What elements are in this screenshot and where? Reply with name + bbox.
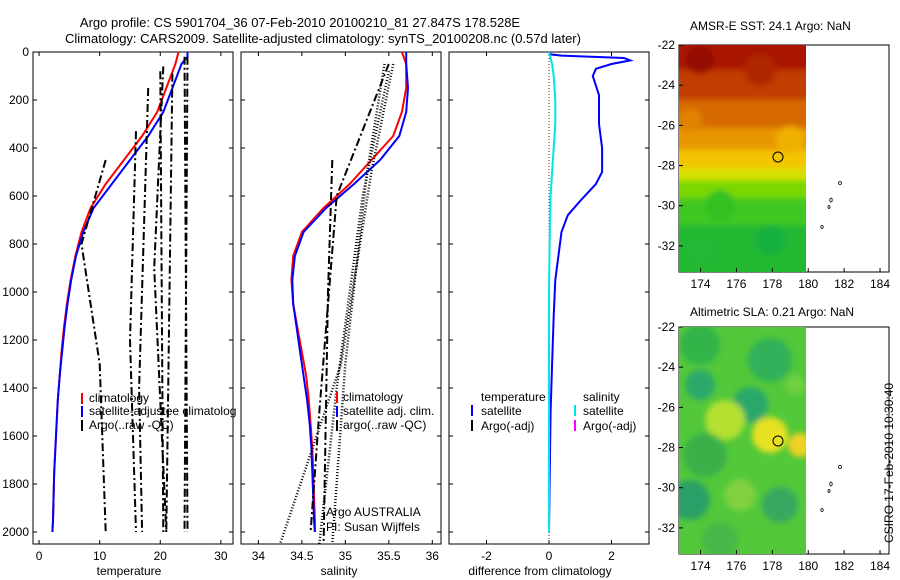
map-y-tick-label: -22	[658, 320, 676, 334]
y-tick-label: 1400	[2, 381, 29, 395]
y-tick-label: 0	[22, 45, 29, 59]
x-tick-label: 30	[214, 549, 228, 563]
y-tick-label: 200	[9, 93, 29, 107]
map-y-tick-label: -30	[658, 481, 676, 495]
legend-diff-salinity-title: salinity	[583, 390, 620, 404]
y-tick-label: 2000	[2, 525, 29, 539]
map-x-tick-label: 184	[870, 277, 890, 291]
temperature-axis-label: temperature	[97, 564, 162, 578]
difference-panel: -2 0 2	[448, 51, 650, 563]
series-line	[318, 70, 391, 545]
legend-diff-temp-satellite: satellite	[481, 404, 522, 418]
sla-argo-marker	[772, 435, 784, 447]
x-tick-label: 34.5	[290, 549, 314, 563]
sst-map	[678, 44, 890, 273]
x-tick-label: 35.5	[377, 549, 401, 563]
map-x-tick-label: 174	[691, 277, 711, 291]
map-y-tick-label: -32	[658, 521, 676, 535]
x-tick-label: 0	[36, 549, 43, 563]
salinity-legend: climatology satellite adj. clim. argo(..…	[336, 390, 434, 432]
legend-diff-temperature-title: temperature	[481, 390, 546, 404]
x-tick-label: 35	[339, 549, 353, 563]
sst-map-title: AMSR-E SST: 24.1 Argo: NaN	[690, 19, 851, 33]
legend-sal-climatology: climatology	[343, 390, 403, 404]
difference-axis-label: difference from climatology	[468, 564, 611, 578]
y-tick-label: 800	[9, 237, 29, 251]
map-x-tick-label: 184	[870, 559, 890, 573]
salinity-axis-label: salinity	[321, 564, 358, 578]
series-line	[309, 63, 390, 533]
map-y-tick-label: -26	[658, 118, 676, 132]
sla-map-title: Altimetric SLA: 0.21 Argo: NaN	[690, 305, 854, 319]
legend-sal-satellite: satellite adj. clim.	[343, 404, 434, 418]
legend-diff-temp-argo: Argo(-adj)	[481, 419, 534, 433]
map-x-tick-label: 174	[691, 559, 711, 573]
y-tick-label: 1600	[2, 429, 29, 443]
map-y-tick-label: -26	[658, 400, 676, 414]
series-line	[165, 73, 174, 533]
map-y-tick-label: -24	[658, 78, 676, 92]
difference-legend: temperature satellite Argo(-adj) salinit…	[471, 390, 636, 433]
map-y-tick-label: -28	[658, 441, 676, 455]
map-y-tick-label: -28	[658, 159, 676, 173]
side-timestamp: CSIRO 17-Feb-2010 10:30:40	[882, 383, 896, 543]
x-tick-label: 2	[608, 549, 615, 563]
temperature-panel: 0 10 20 30 0 200 400 600 800 1000 1200 1400 1600 1800…	[2, 45, 234, 563]
series-line	[278, 63, 395, 545]
map-x-tick-label: 180	[798, 559, 818, 573]
map-x-tick-label: 176	[726, 277, 746, 291]
y-tick-label: 400	[9, 141, 29, 155]
y-tick-label: 1000	[2, 285, 29, 299]
map-x-tick-label: 182	[834, 277, 854, 291]
x-tick-label: 20	[154, 549, 168, 563]
header-line-1: Argo profile: CS 5901704_36 07-Feb-2010 …	[80, 15, 521, 30]
x-tick-label: 10	[93, 549, 107, 563]
x-tick-label: 36	[426, 549, 440, 563]
sst-islands	[820, 181, 842, 229]
map-x-tick-label: 176	[726, 559, 746, 573]
series-line	[548, 51, 557, 532]
y-tick-label: 600	[9, 189, 29, 203]
series-line	[183, 56, 189, 533]
legend-diff-sal-satellite: satellite	[583, 404, 624, 418]
map-x-tick-label: 182	[834, 559, 854, 573]
series-line	[138, 87, 150, 533]
map-x-tick-label: 178	[762, 559, 782, 573]
series-line	[80, 159, 107, 533]
temperature-legend: climatology satellite-adjustee climatolo…	[81, 391, 236, 432]
map-x-tick-label: 180	[798, 277, 818, 291]
legend-satellite-adjusted: satellite-adjustee climatolog	[89, 404, 236, 418]
y-tick-label: 1200	[2, 333, 29, 347]
map-x-tick-label: 178	[762, 277, 782, 291]
sla-islands	[820, 465, 842, 512]
series-line	[291, 52, 410, 533]
series-line	[51, 52, 189, 533]
legend-diff-sal-argo: Argo(-adj)	[583, 419, 636, 433]
series-line	[331, 63, 386, 545]
sst-argo-marker	[772, 151, 784, 163]
legend-sal-argo: argo(..raw -QC)	[343, 418, 426, 432]
credit-line-1: Argo AUSTRALIA	[326, 505, 421, 519]
series-line	[159, 71, 165, 533]
series-line	[128, 131, 137, 533]
legend-climatology: climatology	[89, 391, 149, 405]
y-tick-label: 1800	[2, 477, 29, 491]
sla-map	[678, 326, 890, 555]
x-tick-label: 0	[546, 549, 553, 563]
series-line	[548, 51, 634, 533]
salinity-panel: 34 34.5 35 35.5 36	[240, 51, 442, 563]
map-y-tick-label: -24	[658, 360, 676, 374]
credit-line-2: PI: Susan Wijffels	[326, 520, 420, 534]
x-tick-label: -2	[481, 549, 492, 563]
x-tick-label: 34	[252, 549, 266, 563]
series-line	[183, 56, 189, 533]
header-line-2: Climatology: CARS2009. Satellite-adjuste…	[65, 31, 581, 46]
map-y-tick-label: -32	[658, 239, 676, 253]
map-y-tick-label: -30	[658, 199, 676, 213]
series-line	[322, 159, 334, 545]
legend-argo: Argo(..raw -QC)	[89, 418, 174, 432]
series-line	[153, 66, 168, 533]
map-y-tick-label: -22	[658, 38, 676, 52]
